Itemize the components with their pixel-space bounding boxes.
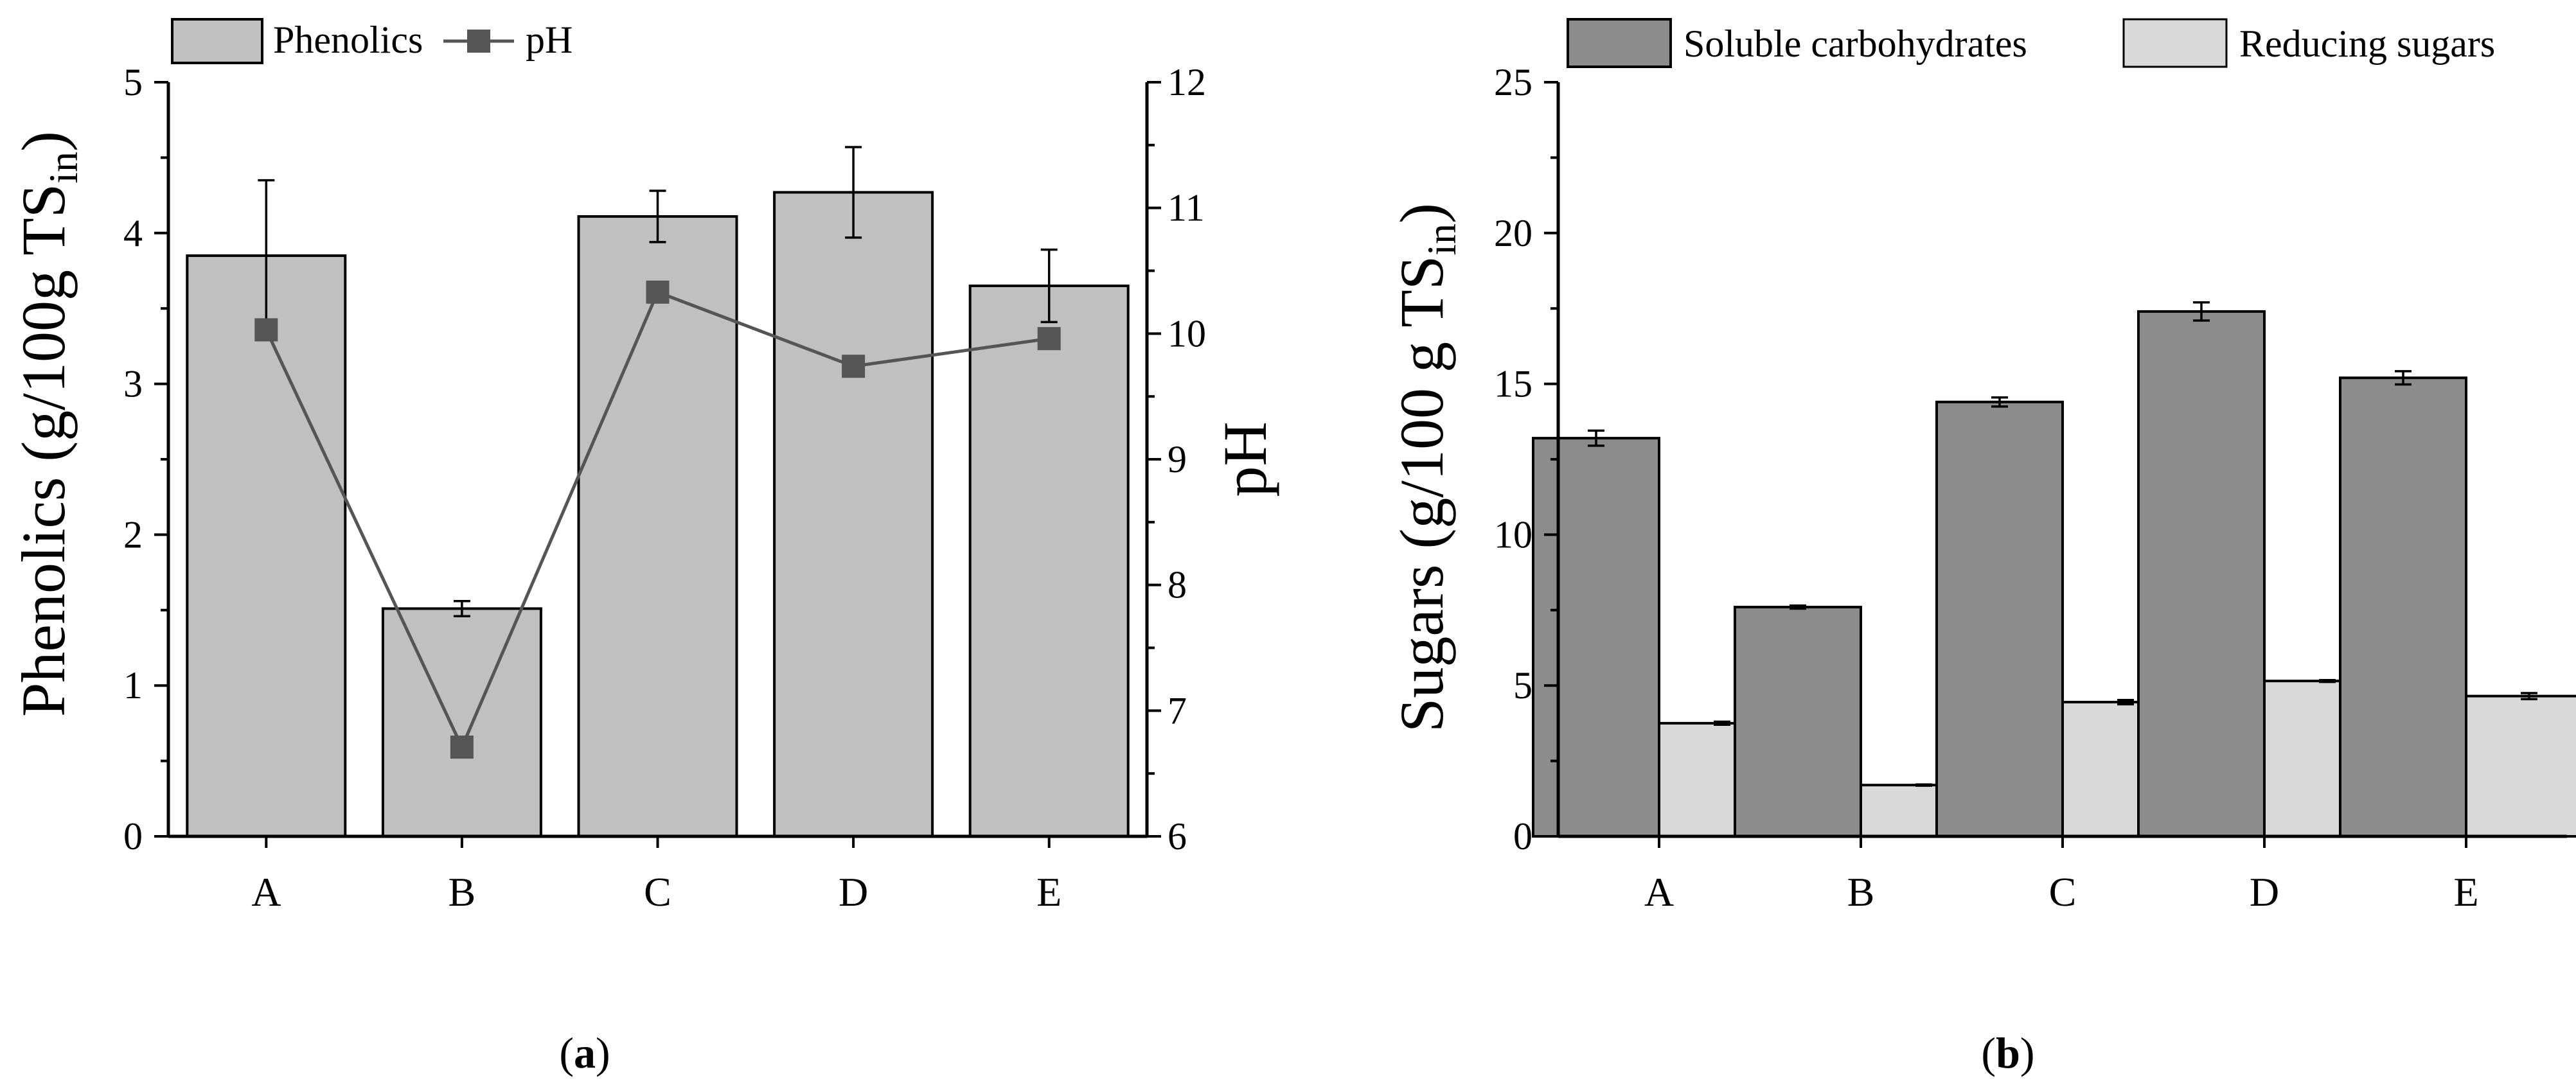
panel-a-y2-tick-label-8: 8 [1168,564,1187,606]
panel-a-legend: Phenolics pH [171,18,573,64]
legend-soluble-carbohydrates-label: Soluble carbohydrates [1683,22,2027,65]
panel-a-y2-tick-label-10: 10 [1168,312,1206,355]
ph-marker-a [254,318,278,342]
legend-phenolics-swatch [171,18,263,64]
panel-b-y-axis-title-subscript: in [1419,224,1464,256]
panel-a-y-tick-label-3: 3 [123,363,143,405]
ph-marker-b [450,735,474,759]
panel-a-y2-tick-label-12: 12 [1168,61,1206,103]
panel-a-x-tick-label-a: A [251,869,281,915]
panel-b-label-letter: b [1996,1028,2020,1077]
panel-b-y-tick-label-25: 25 [1494,61,1532,103]
panel-a-y-axis-title: Phenolics (g/100g TSin) [9,131,86,717]
panel-b-y-tick-label-0: 0 [1513,815,1532,858]
panel-a-x-tick-label-d: D [839,869,868,915]
panel-b-chart: A B C D E 0 5 10 15 20 25 Sugars (g/100 g TSin) So… [1387,18,2576,1077]
legend-ph-marker [467,30,490,53]
soluble-carbohydrates-bar-a [1532,437,1660,838]
soluble-carbohydrates-bar-c [1935,400,2064,838]
panel-a-label-letter: a [574,1028,596,1077]
panel-b-x-tick-label-e: E [2453,869,2478,915]
panel-b-x-tick-label-a: A [1644,869,1674,915]
panel-a-x-tick-label-c: C [644,869,671,915]
panel-a-y-tick-label-0: 0 [123,815,143,858]
panel-a-y-axis-title-close: ) [9,131,78,152]
ph-marker-e [1037,327,1061,351]
ph-marker-c [646,280,670,304]
panel-b-x-tick-label-c: C [2049,869,2077,915]
panel-a-y-tick-label-1: 1 [123,664,143,707]
panel-a-y-tick-label-5: 5 [123,61,143,103]
panel-b-x-tick-label-d: D [2250,869,2279,915]
soluble-carbohydrates-bar-b [1734,606,1862,838]
panel-a-y2-axis-title: pH [1211,421,1279,497]
panel-b-y-tick-label-10: 10 [1494,513,1532,556]
phenolics-bar-c [577,215,738,838]
panel-a-y-axis-title-main: Phenolics (g/100g TS [9,184,78,717]
soluble-carbohydrates-bar-d [2137,310,2266,838]
phenolics-bar-b [381,607,542,838]
ph-line-series [254,280,1061,759]
soluble-carbohydrates-bar-e [2339,376,2467,838]
panel-a-y2-tick-label-6: 6 [1168,815,1187,858]
panel-a-y2-tick-label-7: 7 [1168,689,1187,732]
panel-a-y-tick-label-2: 2 [123,513,143,556]
legend-phenolics-label: Phenolics [273,19,423,61]
panel-a-y2-tick-label-9: 9 [1168,438,1187,480]
panel-a-x-tick-label-e: E [1036,869,1061,915]
panel-b-axes: A B C D E 0 5 10 15 20 25 [1494,61,2567,915]
panel-a-y-tick-label-4: 4 [123,212,143,254]
legend-ph-label: pH [526,19,573,61]
legend-reducing-sugars-label: Reducing sugars [2239,22,2495,65]
panel-a-y-axis-title-subscript: in [40,152,86,184]
ph-marker-d [842,355,866,378]
panel-a-label: (a) [559,1028,610,1077]
panel-a-y2-tick-label-11: 11 [1168,187,1205,229]
panel-b-y-tick-label-20: 20 [1494,212,1532,254]
phenolics-bars [186,146,1130,838]
panel-b-label: (b) [1981,1028,2034,1077]
panel-b-legend: Soluble carbohydrates Reducing sugars [1567,18,2495,68]
panel-b-y-axis-title-main: Sugars (g/100 g TS [1387,256,1456,732]
phenolics-bar-e [968,284,1130,838]
sugar-bars [1532,301,2576,838]
phenolics-bar-a [186,254,347,838]
panel-b-y-tick-label-15: 15 [1494,363,1532,405]
legend-reducing-sugars-swatch [2122,18,2228,68]
panel-a-x-tick-label-b: B [449,869,476,915]
panel-b-y-tick-label-5: 5 [1513,664,1532,707]
panel-b-x-tick-label-b: B [1847,869,1875,915]
panel-b-y-axis-title: Sugars (g/100 g TSin) [1387,203,1464,732]
reducing-sugars-bar-e [2465,694,2576,838]
phenolics-bar-d [773,191,934,838]
panel-b-y-axis-title-close: ) [1387,203,1456,224]
legend-soluble-carbohydrates-swatch [1567,18,1672,68]
